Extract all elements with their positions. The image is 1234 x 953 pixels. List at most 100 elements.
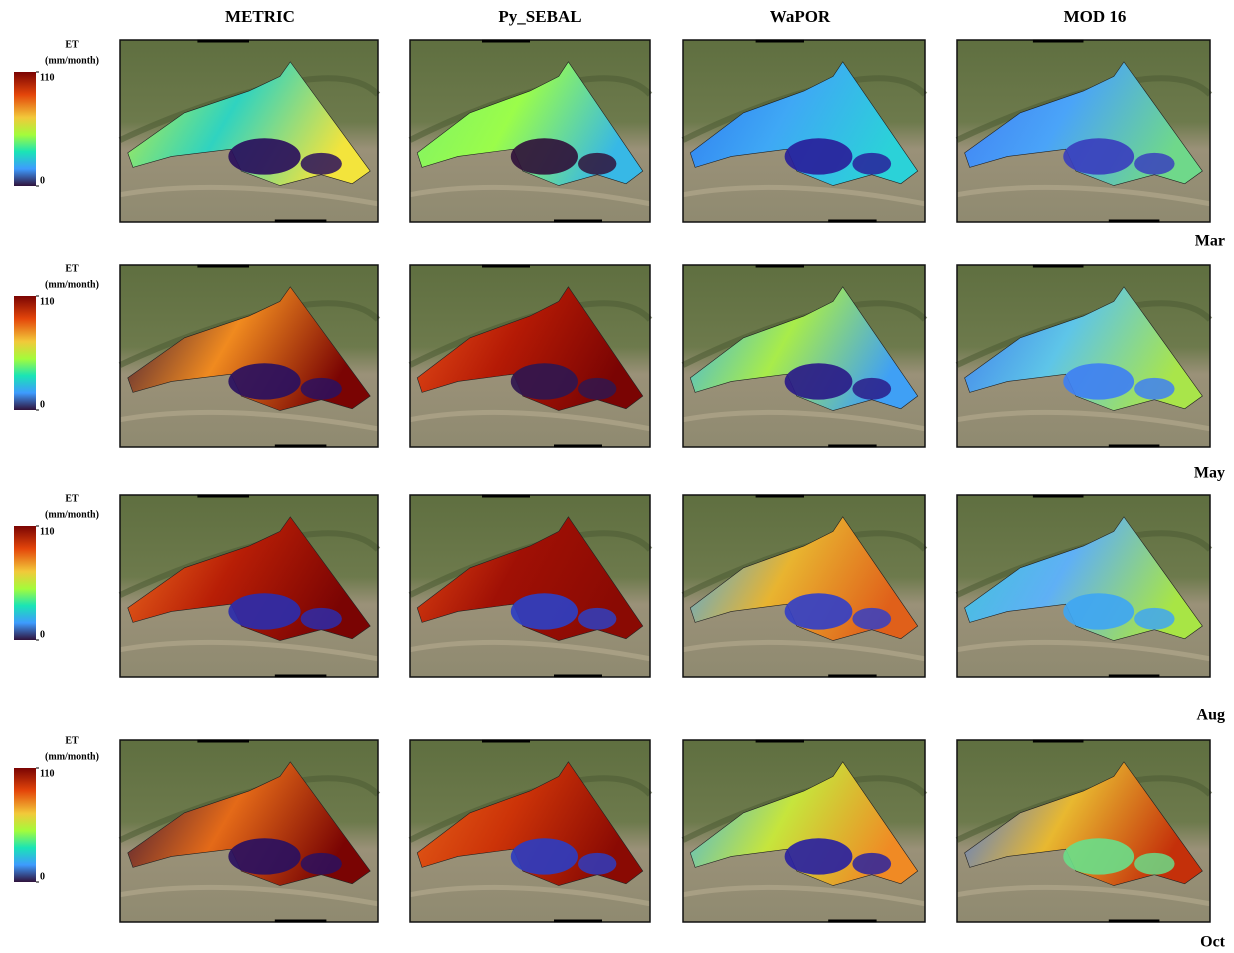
et-low-zone <box>1063 838 1135 875</box>
et-low-zone <box>300 852 342 875</box>
colorbar <box>14 296 36 410</box>
et-low-zone <box>510 593 578 630</box>
et-low-zone <box>852 607 892 630</box>
map-panel <box>681 494 928 678</box>
et-low-zone <box>1134 607 1175 630</box>
map-panel <box>681 739 928 923</box>
et-low-zone <box>1134 152 1175 175</box>
colorbar <box>14 768 36 882</box>
et-area <box>964 286 1203 411</box>
valley <box>119 884 379 907</box>
valley <box>682 184 926 207</box>
et-area <box>127 286 371 411</box>
et-area <box>416 761 644 886</box>
colorbar-unit: (mm/month) <box>45 55 99 66</box>
map-panel <box>408 39 653 223</box>
et-low-zone <box>1063 138 1135 175</box>
valley <box>956 409 1211 432</box>
valley <box>682 884 926 907</box>
colorbar-label: 0 <box>40 871 45 882</box>
row-label: May <box>1194 465 1225 482</box>
et-low-zone <box>300 152 342 175</box>
colorbar-label: 110 <box>40 526 54 537</box>
et-low-zone <box>510 138 578 175</box>
et-low-zone <box>578 607 617 630</box>
row-label: Aug <box>1197 707 1225 724</box>
map-panel <box>408 264 653 448</box>
et-area <box>964 761 1203 886</box>
colorbar-unit: (mm/month) <box>45 279 99 290</box>
map-panel <box>955 739 1213 923</box>
et-low-zone <box>300 607 342 630</box>
et-low-zone <box>228 363 301 400</box>
column-header: Py_SEBAL <box>498 7 581 26</box>
column-header: WaPOR <box>770 7 831 26</box>
et-area <box>416 286 644 411</box>
et-area <box>416 516 644 641</box>
et-low-zone <box>852 152 892 175</box>
map-panel <box>955 494 1213 678</box>
valley <box>119 184 379 207</box>
colorbar-label: 0 <box>40 175 45 186</box>
valley <box>682 409 926 432</box>
et-low-zone <box>784 363 853 400</box>
valley <box>956 639 1211 662</box>
et-low-zone <box>784 138 853 175</box>
et-low-zone <box>510 363 578 400</box>
et-low-zone <box>578 377 617 400</box>
map-panel <box>118 494 381 678</box>
et-low-zone <box>784 593 853 630</box>
et-area <box>689 516 919 641</box>
map-panel <box>408 494 653 678</box>
et-area <box>127 761 371 886</box>
row-label: Mar <box>1195 233 1225 250</box>
map-panel <box>118 739 381 923</box>
et-low-zone <box>1134 852 1175 875</box>
colorbar-title: ET <box>65 735 79 746</box>
et-low-zone <box>228 838 301 875</box>
et-low-zone <box>578 152 617 175</box>
et-area <box>689 61 919 186</box>
et-low-zone <box>228 138 301 175</box>
valley <box>409 639 651 662</box>
et-low-zone <box>784 838 853 875</box>
map-panel <box>955 39 1213 223</box>
colorbar-label: 0 <box>40 399 45 410</box>
valley <box>409 884 651 907</box>
colorbar-label: 110 <box>40 296 54 307</box>
et-area <box>689 286 919 411</box>
colorbar <box>14 526 36 640</box>
map-panel <box>408 739 653 923</box>
valley <box>119 639 379 662</box>
colorbar <box>14 72 36 186</box>
et-low-zone <box>578 852 617 875</box>
et-low-zone <box>1063 363 1135 400</box>
column-header: METRIC <box>225 7 295 26</box>
et-area <box>127 516 371 641</box>
colorbar-label: 110 <box>40 72 54 83</box>
et-area <box>964 516 1203 641</box>
colorbar-label: 110 <box>40 768 54 779</box>
et-low-zone <box>1063 593 1135 630</box>
et-area <box>416 61 644 186</box>
column-header: MOD 16 <box>1064 7 1127 26</box>
colorbar-title: ET <box>65 39 79 50</box>
colorbar-label: 0 <box>40 629 45 640</box>
et-area <box>689 761 919 886</box>
valley <box>119 409 379 432</box>
et-low-zone <box>1134 377 1175 400</box>
valley <box>956 184 1211 207</box>
valley <box>409 184 651 207</box>
row-label: Oct <box>1200 934 1226 951</box>
colorbar-unit: (mm/month) <box>45 509 99 520</box>
colorbar-title: ET <box>65 493 79 504</box>
colorbar-unit: (mm/month) <box>45 751 99 762</box>
et-low-zone <box>852 852 892 875</box>
et-area <box>127 61 371 186</box>
map-panel <box>681 264 928 448</box>
colorbar-title: ET <box>65 263 79 274</box>
map-panel <box>955 264 1213 448</box>
map-panel <box>681 39 928 223</box>
valley <box>682 639 926 662</box>
